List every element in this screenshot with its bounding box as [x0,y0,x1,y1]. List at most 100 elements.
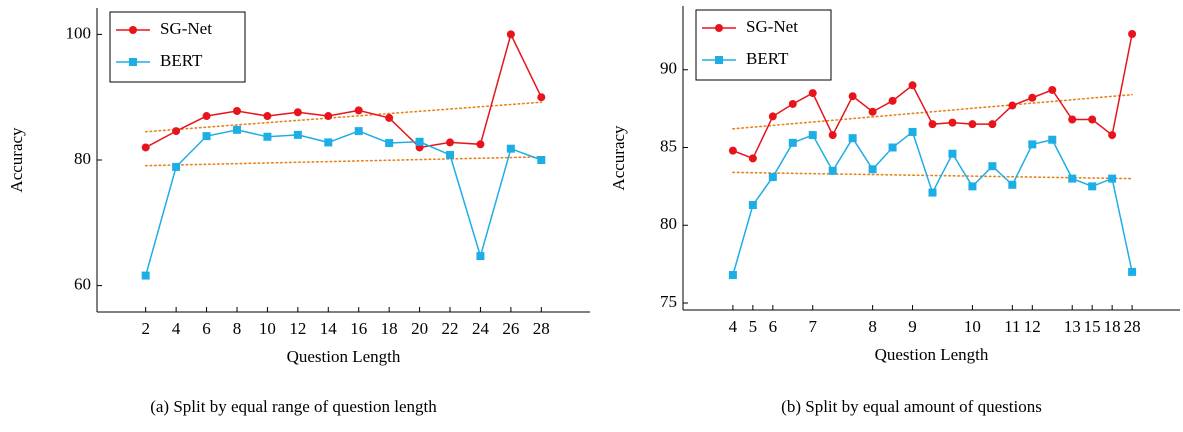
marker [968,120,977,129]
marker [788,138,797,147]
marker [263,132,272,141]
x-tick-label: 16 [350,319,367,338]
trend-line [144,101,543,133]
x-tick-label: 2 [141,319,150,338]
caption: (a) Split by equal range of question len… [150,397,437,416]
y-tick-label: 80 [660,214,677,233]
marker [728,146,737,155]
y-axis-label: Accuracy [7,127,26,193]
marker [848,92,857,101]
marker [446,138,455,147]
marker [415,137,424,146]
series-line [144,129,542,276]
marker [808,131,817,140]
marker [928,188,937,197]
y-tick-label: 85 [660,136,677,155]
marker [1108,174,1117,183]
marker [476,252,485,261]
x-tick-label: 22 [442,319,459,338]
x-tick-label: 7 [808,317,817,336]
marker [232,107,241,116]
marker [968,182,977,191]
marker [506,30,515,39]
x-tick-label: 10 [964,317,981,336]
x-tick-label: 8 [233,319,242,338]
legend-box [695,9,832,81]
marker [446,150,455,159]
marker [768,173,777,182]
marker [1068,174,1077,183]
marker [1128,29,1137,38]
legend-label: BERT [746,49,789,68]
marker [1028,93,1037,102]
marker [324,138,333,147]
caption: (b) Split by equal amount of questions [781,397,1042,416]
y-tick-label: 80 [74,149,91,168]
marker [1008,101,1017,110]
x-tick-label: 14 [320,319,338,338]
marker [537,156,546,164]
marker [172,127,181,136]
x-tick-label: 15 [1084,317,1101,336]
marker [506,144,515,153]
x-tick-label: 9 [908,317,917,336]
x-tick-label: 18 [1104,317,1121,336]
marker [808,89,817,98]
marker [263,112,272,121]
marker [715,56,723,64]
marker [828,166,837,175]
marker [928,120,937,129]
trend-line [732,93,1133,130]
legend-box [109,11,246,83]
marker [988,162,997,171]
x-tick-label: 26 [502,319,519,338]
x-axis-label: Question Length [287,347,401,366]
marker [748,201,757,210]
marker [788,99,797,108]
x-tick-label: 18 [381,319,398,338]
marker [129,26,137,34]
y-tick-label: 75 [660,292,677,311]
marker [385,113,394,122]
legend-label: BERT [160,51,203,70]
x-tick-label: 4 [172,319,181,338]
marker [888,96,897,105]
marker [537,93,546,102]
marker [324,112,333,121]
marker [232,125,241,134]
marker [1008,180,1017,189]
marker [385,139,394,148]
marker [141,271,150,280]
marker [293,130,302,139]
x-tick-label: 4 [729,317,738,336]
marker [1088,182,1097,191]
marker [868,107,877,116]
x-tick-label: 24 [472,319,490,338]
marker [1128,267,1137,276]
y-axis-label: Accuracy [609,125,628,191]
trend-line [144,156,543,167]
marker [1048,85,1057,94]
x-tick-label: 6 [769,317,778,336]
marker [908,127,917,136]
legend-label: SG-Net [746,17,798,36]
marker [715,24,723,32]
marker [988,120,997,129]
x-tick-label: 5 [749,317,758,336]
marker [476,140,485,149]
x-tick-label: 12 [1024,317,1041,336]
x-tick-label: 28 [1124,317,1141,336]
x-tick-label: 20 [411,319,428,338]
marker [172,162,181,171]
marker [728,271,737,280]
marker [848,134,857,143]
marker [1108,131,1117,140]
x-axis-label: Question Length [875,345,989,364]
trend-line [732,171,1133,180]
marker [202,112,211,121]
y-tick-label: 60 [74,275,91,294]
legend-label: SG-Net [160,19,212,38]
x-tick-label: 6 [202,319,211,338]
y-tick-label: 90 [660,59,677,78]
marker [908,81,917,90]
